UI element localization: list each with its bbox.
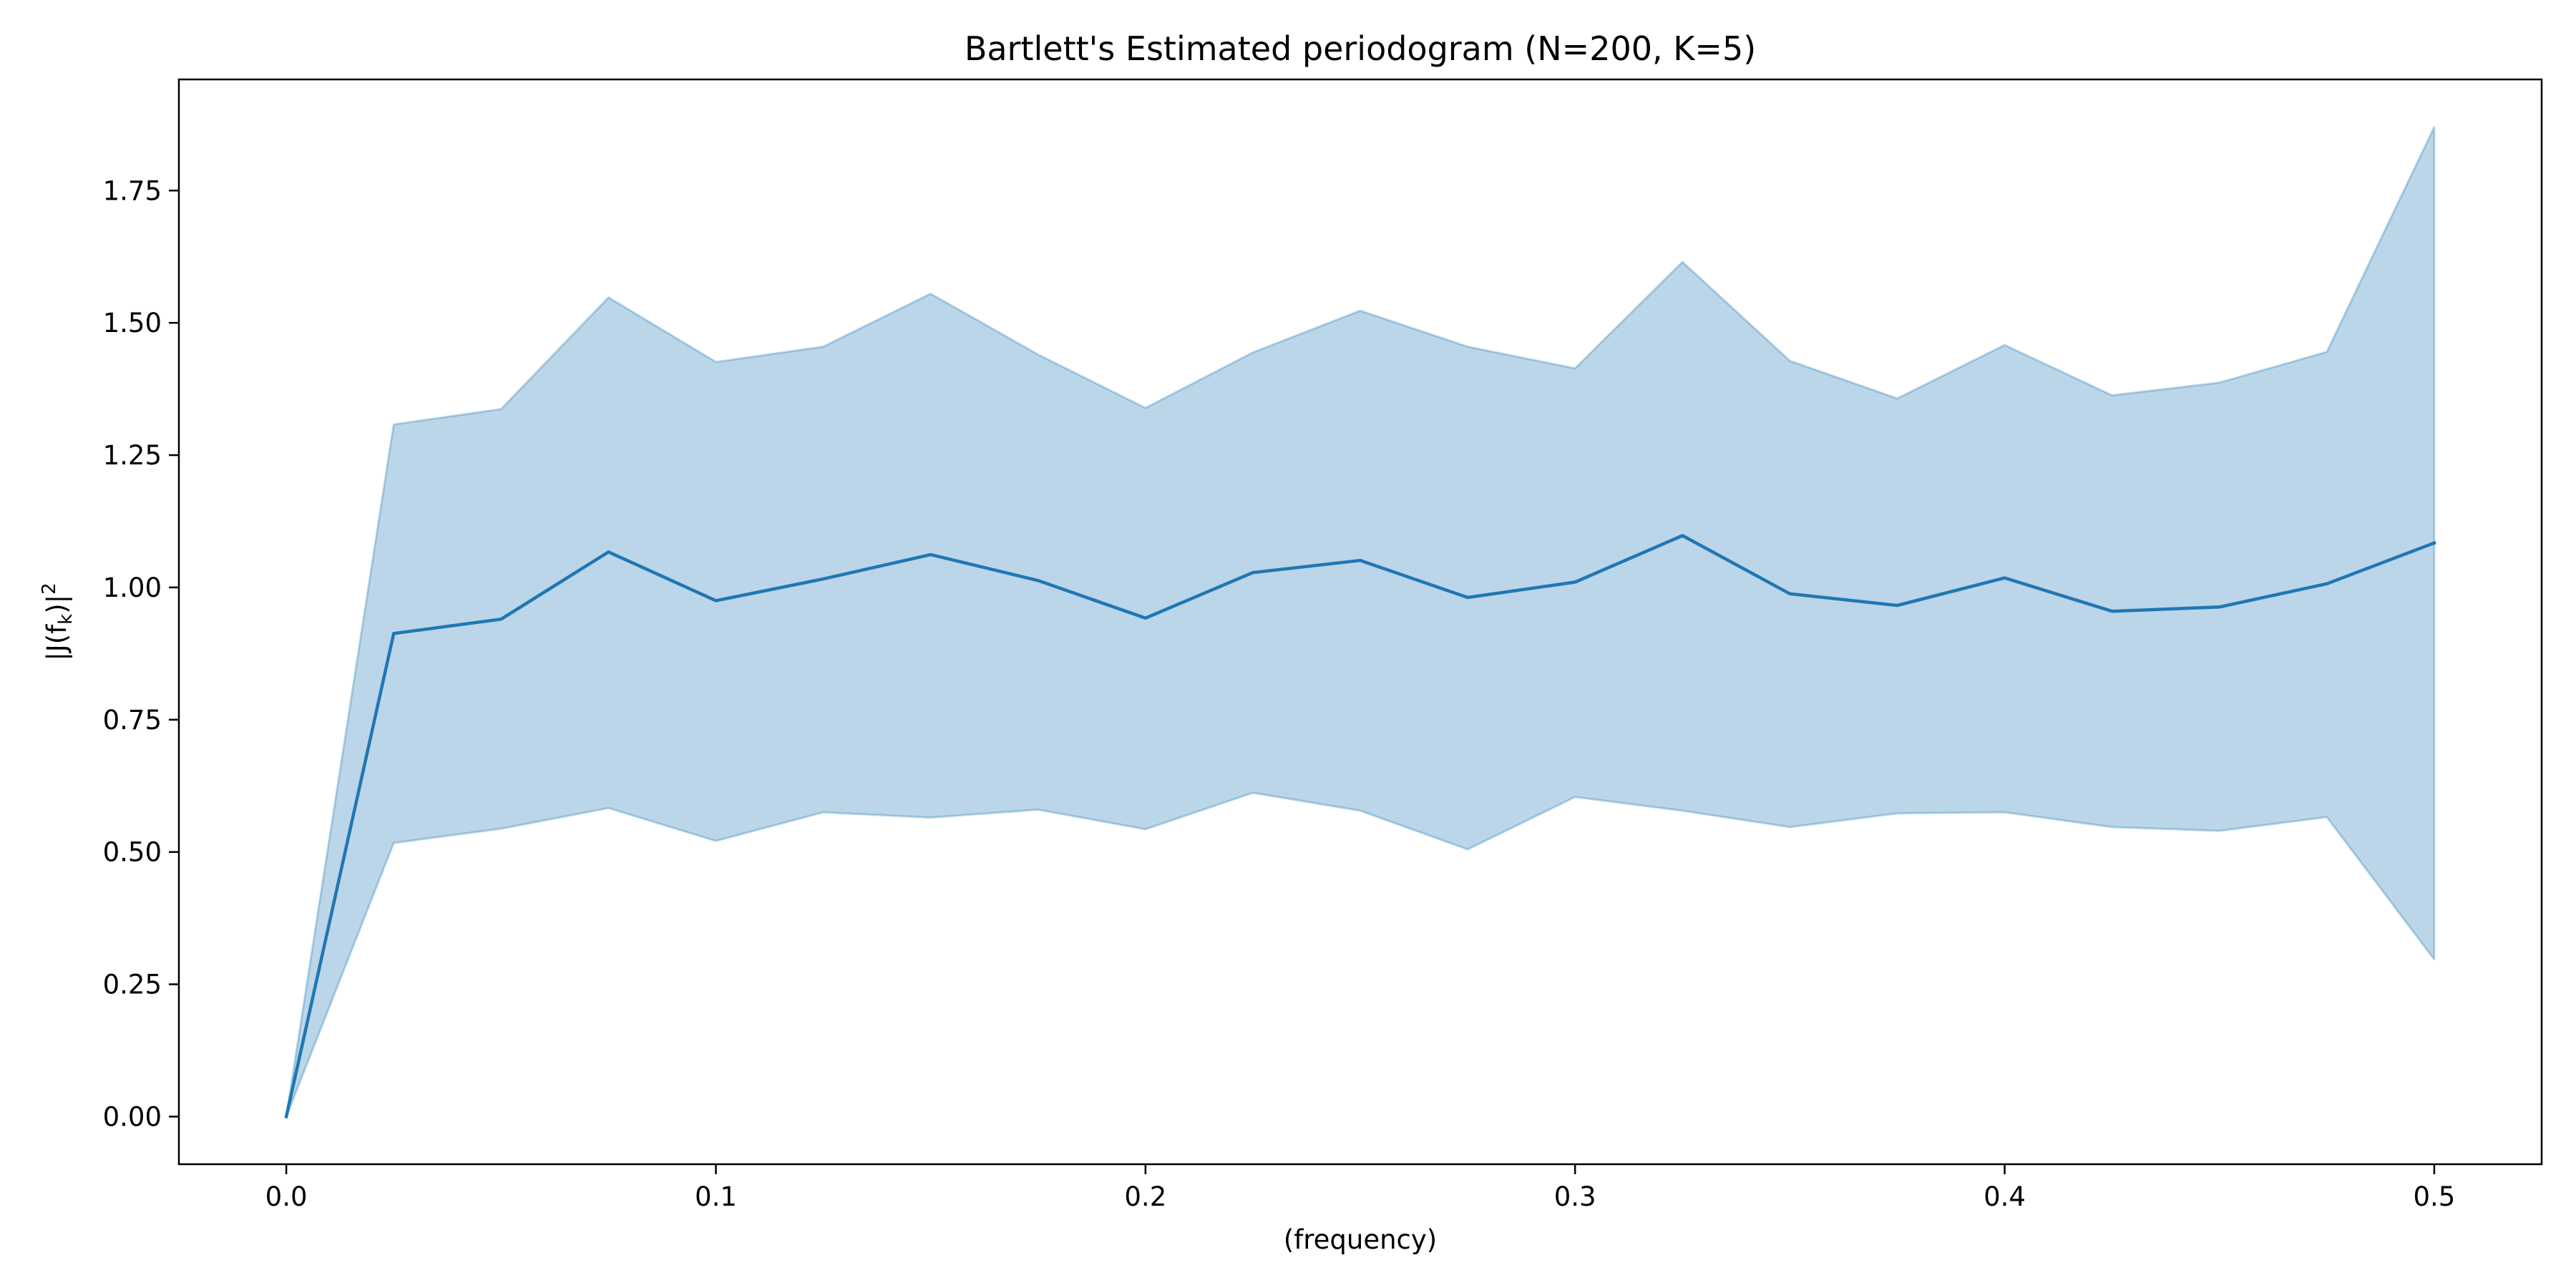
plot-frame	[177, 78, 2543, 1166]
x-tick-label: 0.2	[1124, 1181, 1166, 1212]
x-axis: 0.0 0.1 0.2 0.3 0.4 0.5	[265, 1164, 2455, 1212]
x-tick-label: 0.5	[2413, 1181, 2455, 1212]
series-line	[284, 534, 2436, 1119]
y-tick-label: 0.50	[103, 837, 162, 868]
y-axis-label-subscript: k	[55, 614, 77, 625]
y-tick-label: 1.25	[103, 440, 162, 471]
y-tick-label: 0.00	[103, 1101, 162, 1132]
y-tick-label: 1.75	[103, 175, 162, 206]
x-tick-label: 0.4	[1984, 1181, 2026, 1212]
y-tick-label: 1.00	[103, 572, 162, 603]
y-axis: 0.00 0.25 0.50 0.75 1.00 1.25 1.50 1.75	[103, 175, 179, 1132]
x-axis-label: (frequency)	[1284, 1224, 1437, 1255]
plot-area	[284, 126, 2436, 1119]
x-tick-label: 0.3	[1554, 1181, 1596, 1212]
y-axis-label-superscript: 2	[39, 582, 60, 595]
y-tick-label: 0.75	[103, 705, 162, 736]
y-axis-label: |J(fk)|2	[39, 582, 77, 660]
x-tick-label: 0.1	[695, 1181, 737, 1212]
y-axis-label-close: )|	[42, 595, 72, 614]
y-axis-label-base: |J(f	[42, 624, 72, 661]
x-tick-label: 0.0	[265, 1181, 308, 1212]
y-tick-label: 1.50	[103, 308, 162, 338]
chart-title: Bartlett's Estimated periodogram (N=200,…	[965, 29, 1756, 68]
y-tick-label: 0.25	[103, 970, 162, 1000]
